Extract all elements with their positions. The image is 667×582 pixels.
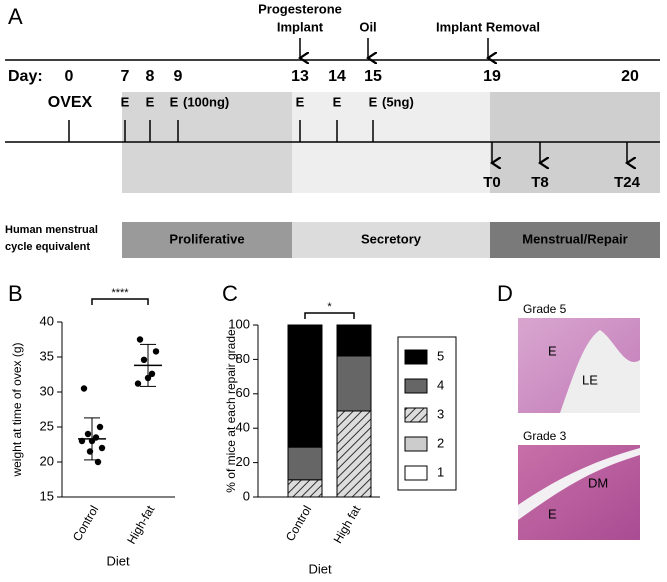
y-tick-label: 35 bbox=[40, 348, 54, 363]
day-label: 14 bbox=[328, 68, 346, 85]
y-tick-label: 40 bbox=[40, 313, 54, 328]
phase-box bbox=[490, 222, 660, 258]
data-point bbox=[84, 430, 92, 438]
lumen bbox=[518, 448, 640, 520]
x-tick-label: Control bbox=[283, 503, 314, 544]
day-heading: Day: bbox=[8, 68, 43, 85]
y-tick-label: 60 bbox=[236, 385, 250, 400]
legend-label: 1 bbox=[437, 464, 444, 479]
timepoint-label: T8 bbox=[531, 174, 549, 191]
dose-label: (5ng) bbox=[382, 94, 414, 109]
legend-swatch bbox=[404, 436, 428, 452]
phase-label: Menstrual/Repair bbox=[522, 231, 627, 246]
y-tick-label: 25 bbox=[40, 418, 54, 433]
x-axis-label: Diet bbox=[106, 553, 130, 568]
y-axis-label: % of mice at each repair grade bbox=[224, 329, 238, 493]
day-label: 7 bbox=[121, 68, 130, 85]
timepoint-label: T0 bbox=[483, 174, 501, 191]
bar-segment bbox=[287, 479, 323, 498]
y-tick-label: 80 bbox=[236, 351, 250, 366]
injection-label: E bbox=[121, 94, 130, 109]
event-label: Implant Removal bbox=[436, 19, 540, 34]
bar-segment bbox=[287, 324, 323, 448]
injection-label: E bbox=[369, 94, 378, 109]
day-label: 0 bbox=[65, 68, 74, 85]
dose-label: (100ng) bbox=[183, 94, 229, 109]
data-point bbox=[96, 423, 104, 431]
injection-label: E bbox=[296, 94, 305, 109]
data-point bbox=[98, 444, 106, 452]
legend-swatch bbox=[404, 407, 428, 423]
injection-label: E bbox=[170, 94, 179, 109]
significance-bracket bbox=[91, 298, 149, 305]
phase-box bbox=[292, 222, 490, 258]
legend-box bbox=[397, 336, 457, 491]
legend-label: 4 bbox=[437, 377, 444, 392]
image-title: Grade 5 bbox=[523, 302, 567, 316]
image-annotation: LE bbox=[582, 372, 598, 387]
data-point bbox=[134, 380, 142, 387]
phase-box bbox=[122, 222, 292, 258]
injection-label: E bbox=[146, 94, 155, 109]
image-title: Grade 3 bbox=[523, 429, 567, 443]
y-tick-label: 20 bbox=[236, 454, 250, 469]
bar-segment bbox=[287, 446, 323, 481]
lumen bbox=[560, 330, 640, 413]
x-tick-label: High fat bbox=[331, 503, 364, 546]
y-tick-label: 15 bbox=[40, 488, 54, 503]
y-tick-label: 100 bbox=[228, 316, 250, 331]
data-point bbox=[148, 370, 156, 377]
day-label: 20 bbox=[621, 68, 639, 85]
significance-label: **** bbox=[111, 287, 129, 299]
y-tick-label: 40 bbox=[236, 420, 250, 435]
y-tick-label: 30 bbox=[40, 383, 54, 398]
legend-label: 3 bbox=[437, 406, 444, 421]
day-label: 19 bbox=[483, 68, 501, 85]
x-tick-label: Control bbox=[70, 503, 101, 544]
phase-label: Secretory bbox=[361, 231, 422, 246]
day-label: 9 bbox=[174, 68, 183, 85]
bar-segment bbox=[336, 355, 372, 412]
data-point bbox=[140, 356, 148, 363]
y-tick-label: 0 bbox=[243, 488, 250, 503]
event-label: Oil bbox=[359, 19, 376, 34]
day-label: 8 bbox=[146, 68, 155, 85]
significance-bracket bbox=[304, 312, 355, 319]
legend-label: 2 bbox=[437, 435, 444, 450]
panel-label: B bbox=[8, 281, 23, 306]
image-annotation: E bbox=[548, 343, 557, 358]
panel-label: D bbox=[497, 281, 513, 306]
x-axis-label: Diet bbox=[308, 561, 332, 576]
legend-swatch bbox=[404, 349, 428, 365]
panel-label: A bbox=[8, 4, 23, 29]
day-label: 13 bbox=[291, 68, 309, 85]
data-point bbox=[136, 336, 144, 343]
injection-label: E bbox=[333, 94, 342, 109]
x-tick-label: High-fat bbox=[124, 503, 157, 547]
y-tick-label: 20 bbox=[40, 453, 54, 468]
cycle-label: Human menstrual bbox=[5, 224, 98, 236]
legend-label: 5 bbox=[437, 348, 444, 363]
timepoint-label: T24 bbox=[614, 174, 641, 191]
panel-label: C bbox=[222, 281, 238, 306]
bar-segment bbox=[336, 410, 372, 498]
image-annotation: DM bbox=[588, 475, 608, 490]
significance-label: * bbox=[327, 301, 332, 313]
image-annotation: E bbox=[548, 506, 557, 521]
phase-label: Proliferative bbox=[169, 231, 244, 246]
bar-segment bbox=[336, 324, 372, 357]
event-label: Progesterone bbox=[258, 1, 342, 16]
legend-swatch bbox=[404, 465, 428, 481]
data-point bbox=[80, 385, 88, 392]
legend-swatch bbox=[404, 378, 428, 394]
ovex-label: OVEX bbox=[48, 94, 93, 111]
y-axis-label: weight at time of ovex (g) bbox=[10, 342, 24, 477]
cycle-label: cycle equivalent bbox=[5, 241, 90, 253]
event-label: Implant bbox=[277, 19, 324, 34]
day-label: 15 bbox=[364, 68, 382, 85]
data-point bbox=[152, 348, 160, 355]
